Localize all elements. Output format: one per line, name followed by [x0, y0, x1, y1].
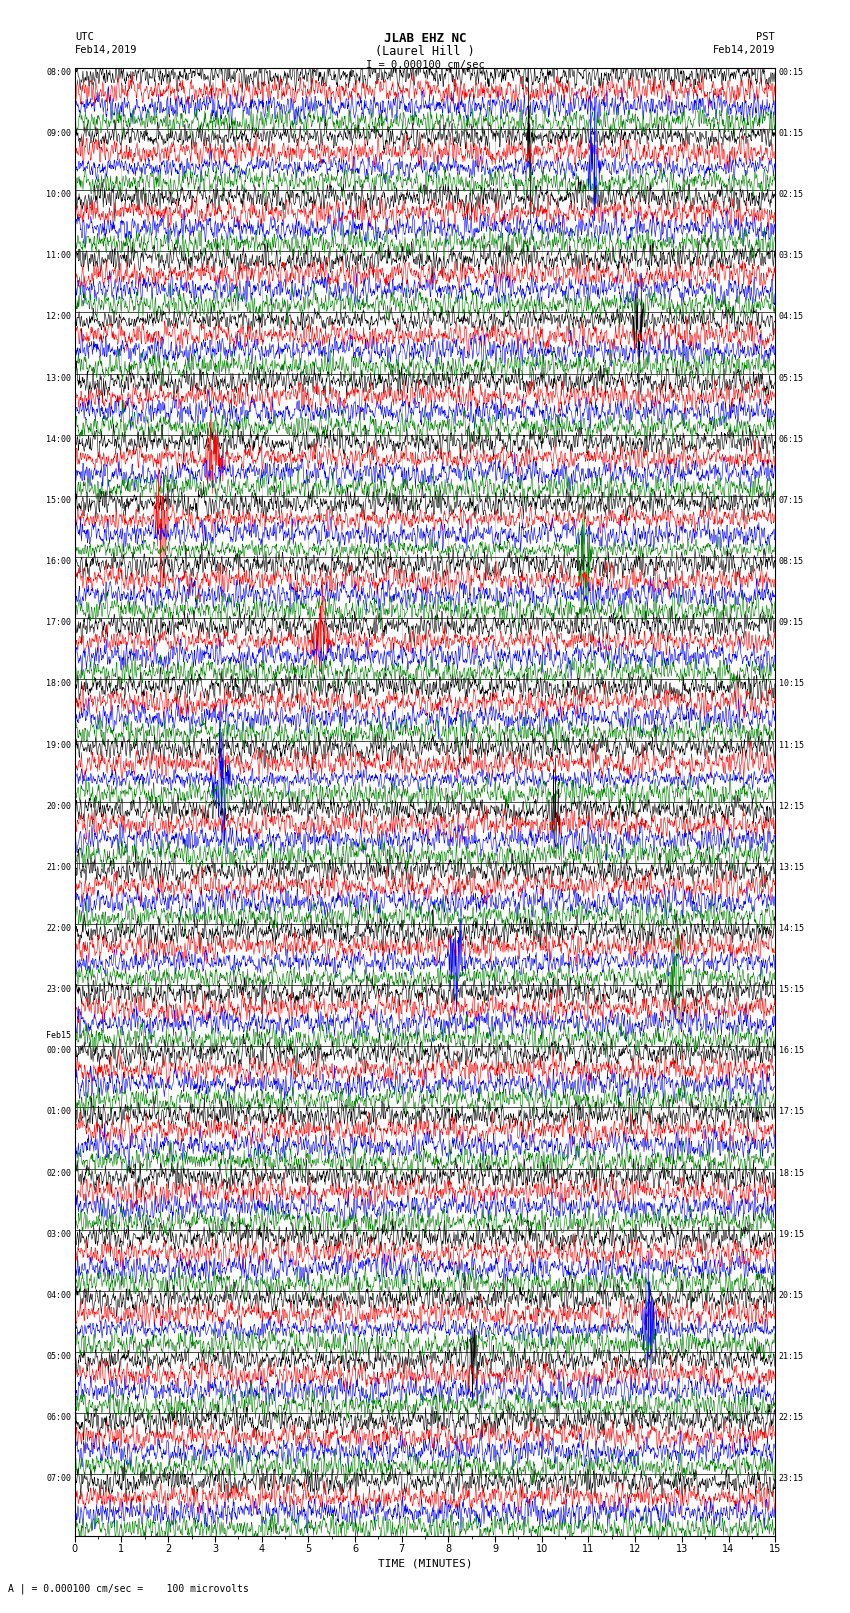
Text: 17:15: 17:15	[779, 1108, 803, 1116]
Text: 22:00: 22:00	[47, 924, 71, 932]
Text: 07:00: 07:00	[47, 1474, 71, 1484]
Text: 01:15: 01:15	[779, 129, 803, 137]
Text: I = 0.000100 cm/sec: I = 0.000100 cm/sec	[366, 60, 484, 69]
Text: 06:15: 06:15	[779, 436, 803, 444]
Text: 15:00: 15:00	[47, 495, 71, 505]
Text: 03:00: 03:00	[47, 1229, 71, 1239]
Text: UTC: UTC	[75, 32, 94, 42]
Text: 06:00: 06:00	[47, 1413, 71, 1423]
X-axis label: TIME (MINUTES): TIME (MINUTES)	[377, 1558, 473, 1568]
Text: 10:15: 10:15	[779, 679, 803, 689]
Text: 02:15: 02:15	[779, 190, 803, 198]
Text: (Laurel Hill ): (Laurel Hill )	[375, 45, 475, 58]
Text: 14:15: 14:15	[779, 924, 803, 932]
Text: A | = 0.000100 cm/sec =    100 microvolts: A | = 0.000100 cm/sec = 100 microvolts	[8, 1582, 249, 1594]
Text: 13:15: 13:15	[779, 863, 803, 871]
Text: 05:15: 05:15	[779, 374, 803, 382]
Text: 23:15: 23:15	[779, 1474, 803, 1484]
Text: 04:00: 04:00	[47, 1290, 71, 1300]
Text: Feb14,2019: Feb14,2019	[75, 45, 138, 55]
Text: 00:00: 00:00	[47, 1047, 71, 1055]
Text: 05:00: 05:00	[47, 1352, 71, 1361]
Text: Feb15: Feb15	[47, 1031, 71, 1040]
Text: 11:00: 11:00	[47, 252, 71, 260]
Text: 14:00: 14:00	[47, 436, 71, 444]
Text: 07:15: 07:15	[779, 495, 803, 505]
Text: 16:00: 16:00	[47, 556, 71, 566]
Text: 00:15: 00:15	[779, 68, 803, 77]
Text: 17:00: 17:00	[47, 618, 71, 627]
Text: 13:00: 13:00	[47, 374, 71, 382]
Text: 10:00: 10:00	[47, 190, 71, 198]
Text: 09:00: 09:00	[47, 129, 71, 137]
Text: 15:15: 15:15	[779, 986, 803, 994]
Text: 19:00: 19:00	[47, 740, 71, 750]
Text: 01:00: 01:00	[47, 1108, 71, 1116]
Text: 11:15: 11:15	[779, 740, 803, 750]
Text: 20:15: 20:15	[779, 1290, 803, 1300]
Text: Feb14,2019: Feb14,2019	[712, 45, 775, 55]
Text: 02:00: 02:00	[47, 1168, 71, 1177]
Text: 09:15: 09:15	[779, 618, 803, 627]
Text: 19:15: 19:15	[779, 1229, 803, 1239]
Text: 23:00: 23:00	[47, 986, 71, 994]
Text: 20:00: 20:00	[47, 802, 71, 811]
Text: 18:15: 18:15	[779, 1168, 803, 1177]
Text: 16:15: 16:15	[779, 1047, 803, 1055]
Text: 12:00: 12:00	[47, 313, 71, 321]
Text: 21:15: 21:15	[779, 1352, 803, 1361]
Text: 12:15: 12:15	[779, 802, 803, 811]
Text: JLAB EHZ NC: JLAB EHZ NC	[383, 32, 467, 45]
Text: 22:15: 22:15	[779, 1413, 803, 1423]
Text: 04:15: 04:15	[779, 313, 803, 321]
Text: PST: PST	[756, 32, 775, 42]
Text: 08:00: 08:00	[47, 68, 71, 77]
Text: 08:15: 08:15	[779, 556, 803, 566]
Text: 18:00: 18:00	[47, 679, 71, 689]
Text: 21:00: 21:00	[47, 863, 71, 871]
Text: 03:15: 03:15	[779, 252, 803, 260]
